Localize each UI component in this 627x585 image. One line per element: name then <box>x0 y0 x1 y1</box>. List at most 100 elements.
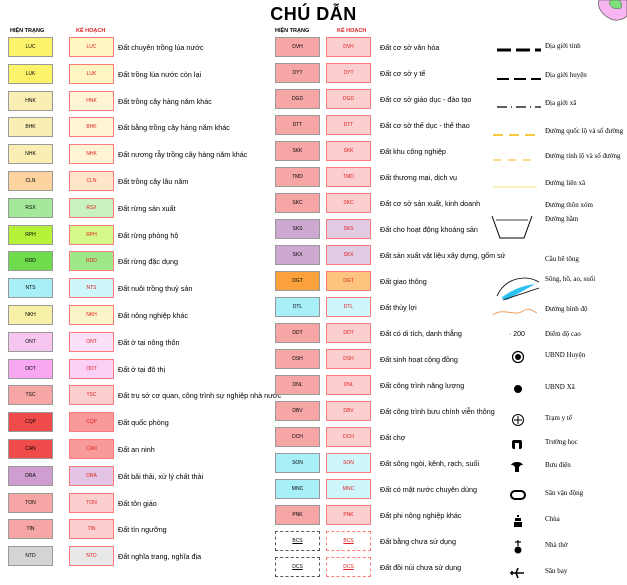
legend-row-rdd: RDD RDD Đất rừng đặc dụng <box>0 251 627 273</box>
legend-label: Đất bãi thải, xử lý chất thải <box>118 471 204 481</box>
plan-swatch-ntd: NTD <box>69 546 114 567</box>
plan-swatch-nhk: NHK <box>69 144 114 165</box>
plan-code: BHK <box>86 124 97 131</box>
legend-label: Đất bằng trồng cây hàng năm khác <box>118 123 230 133</box>
legend-row-luc: LUC LUC Đất chuyên trồng lúa nước <box>0 37 627 59</box>
current-swatch-tmd: TMD <box>275 167 320 187</box>
legend-label: Đất tôn giáo <box>118 498 157 508</box>
church-icon <box>512 540 524 559</box>
plan-swatch-can: CAN <box>69 439 114 459</box>
pagoda-icon <box>512 514 524 533</box>
legend-row-dcs: DCS DCS Đất đồi núi chưa sử dụng <box>0 557 627 579</box>
district-boundary-icon <box>497 70 541 88</box>
plan-swatch-dcs: DCS <box>326 557 371 577</box>
district-committee-icon <box>511 350 525 369</box>
symbol-label: UBND Xã <box>545 383 575 391</box>
legend-row-luk: LUK LUK Đất trồng lúa nước còn lại <box>0 63 627 86</box>
legend-row-hnk: HNK HNK Đất trồng cây hàng năm khác <box>0 90 627 113</box>
legend-row-dtl: DTL DTL Đất thủy lợi <box>0 297 627 319</box>
plan-swatch-skx: SKX <box>326 245 371 265</box>
plan-swatch-ton: TON <box>69 492 114 513</box>
current-swatch-dbv: DBV <box>275 401 320 421</box>
current-swatch-bcs: BCS <box>275 531 320 551</box>
commune-boundary-icon <box>497 98 541 116</box>
plan-code: LUK <box>86 70 97 77</box>
legend-label: Đất công trình năng lượng <box>380 381 465 390</box>
legend-label: Đất rừng phòng hộ <box>118 230 179 240</box>
plan-code: RPH <box>86 231 97 238</box>
legend-label: Đất cho hoạt động khoáng sản <box>380 225 478 234</box>
header-current-col2: HIỆN TRẠNG <box>275 28 310 34</box>
legend-label: Đất phi nông nghiệp khác <box>380 511 462 520</box>
current-code: CQP <box>25 419 36 426</box>
plan-code: DCS <box>343 564 354 570</box>
current-swatch-cln: CLN <box>8 171 53 191</box>
post-office-icon <box>509 460 525 479</box>
legend-row-tin: TIN TIN Đất tín ngưỡng <box>0 519 627 541</box>
current-code: DSH <box>292 356 303 362</box>
plan-code: PNK <box>343 512 354 518</box>
legend-label: Đất ở tại đô thị <box>118 364 166 374</box>
current-swatch-dvh: DVH <box>275 37 320 57</box>
legend-row-skk: SKK SKK Đất khu công nghiệp <box>0 141 627 163</box>
symbol-label: Chùa <box>545 515 560 523</box>
legend-row-rph: RPH RPH Đất rừng phòng hộ <box>0 224 627 247</box>
legend-row-nts: NTS NTS Đất nuôi trồng thuỷ sản <box>0 278 627 300</box>
symbol-label: Đường quốc lộ và số đường <box>545 127 624 135</box>
current-code: NTS <box>25 285 36 292</box>
current-swatch-bhk: BHK <box>8 117 53 138</box>
plan-swatch-cqp: CQP <box>69 412 114 433</box>
current-code: TON <box>25 499 36 506</box>
current-swatch-ddt: DDT <box>275 323 320 343</box>
plan-swatch-mnc: MNC <box>326 479 371 499</box>
map-corner-fragment <box>598 0 627 21</box>
current-swatch-dsh: DSH <box>275 349 320 369</box>
concrete-bridge-icon <box>493 254 537 272</box>
plan-code: HNK <box>86 97 97 104</box>
current-swatch-dcs: DCS <box>275 557 320 577</box>
plan-code: DBV <box>343 408 354 414</box>
legend-row-dtt: DTT DTT Đất cơ sở thể dục - thể thao <box>0 115 627 137</box>
legend-row-ddt: DDT DDT Đất có di tích, danh thắng <box>0 323 627 345</box>
current-swatch-dyt: DYT <box>275 63 320 83</box>
plan-swatch-luk: LUK <box>69 63 114 84</box>
plan-swatch-cln: CLN <box>69 171 114 191</box>
plan-swatch-dgd: DGD <box>326 89 371 109</box>
current-swatch-dtt: DTT <box>275 115 320 135</box>
legend-row-skc: SKC SKC Đất cơ sở sản xuất, kinh doanh <box>0 193 627 215</box>
plan-code: TON <box>86 499 97 506</box>
symbol-label: Địa giới xã <box>545 99 577 107</box>
plan-code: DNL <box>343 382 354 388</box>
current-code: CLN <box>25 178 36 184</box>
inter-commune-road-icon <box>493 178 537 196</box>
current-swatch-hnk: HNK <box>8 90 53 111</box>
legend-row-son: SON SON Đất sông ngòi, kênh, rạch, suối <box>0 453 627 475</box>
symbol-label: Cầu bê tông <box>545 255 579 263</box>
plan-code: DCH <box>343 434 354 440</box>
legend-row-dgd: DGD DGD Đất cơ sở giáo dục - đào tạo <box>0 89 627 111</box>
current-code: LUK <box>25 70 36 77</box>
plan-swatch-tin: TIN <box>69 519 114 540</box>
plan-swatch-rsx: RSX <box>69 197 114 218</box>
symbol-label: Đường hầm <box>545 215 579 223</box>
legend-label: Đất cơ sở sản xuất, kinh doanh <box>380 199 481 208</box>
current-code: PNK <box>292 512 303 518</box>
plan-code: DGT <box>343 278 354 284</box>
header-plan-col1: KẾ HOẠCH <box>76 28 106 34</box>
plan-code: TMD <box>343 174 354 180</box>
legend-row-sks: SKS SKS Đất cho hoạt động khoáng sản <box>0 219 627 241</box>
legend-label: Đất có di tích, danh thắng <box>380 329 462 338</box>
current-code: TMD <box>292 174 303 180</box>
legend-row-dra: DRA DRA Đất bãi thải, xử lý chất thải <box>0 465 627 488</box>
plan-code: DGD <box>342 96 355 102</box>
legend-label: Đất trồng cây lâu năm <box>118 177 189 186</box>
plan-swatch-dvh: DVH <box>326 37 371 57</box>
plan-code: SON <box>343 460 354 466</box>
current-code: NKH <box>25 312 36 318</box>
header-current-col1: HIỆN TRẠNG <box>10 28 45 34</box>
current-code: DDT <box>292 330 303 336</box>
current-code: DTT <box>292 122 303 128</box>
legend-row-nkh: NKH NKH Đất nông nghiệp khác <box>0 305 627 327</box>
legend-label: Đất nương rẫy trồng cây hàng năm khác <box>118 150 248 160</box>
legend-row-dsh: DSH DSH Đất sinh hoạt cộng đồng <box>0 349 627 371</box>
